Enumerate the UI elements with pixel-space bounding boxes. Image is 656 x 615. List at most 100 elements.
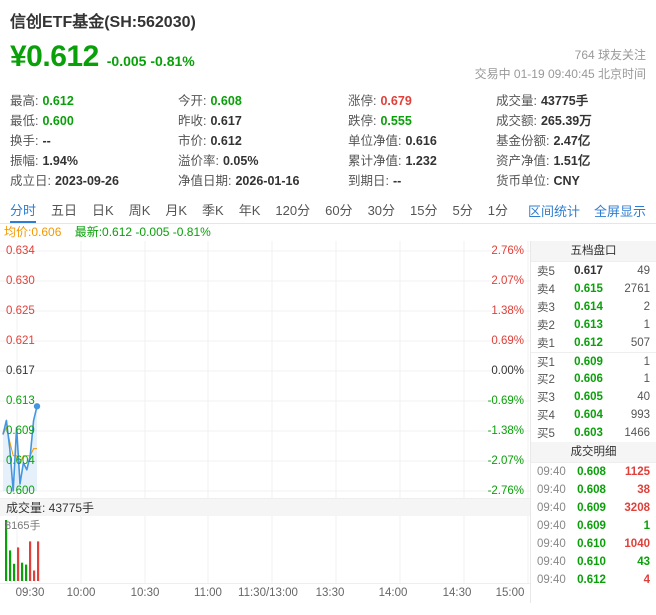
tab-季K[interactable]: 季K: [202, 202, 224, 218]
chart-column: 均价:0.606 最新:0.612 -0.005 -0.81% 0.634 0.6…: [0, 224, 530, 603]
tab-五日[interactable]: 五日: [51, 202, 78, 218]
time-axis-label: 14:30: [442, 587, 472, 600]
order-quantity: 2761: [624, 283, 650, 296]
order-level-label: 卖5: [537, 266, 555, 279]
stat-cell: 到期日: --: [348, 173, 496, 189]
price-chart[interactable]: 0.634 0.630 0.625 0.621 0.617 0.613 0.609 0.604…: [0, 241, 530, 499]
trade-price: 0.608: [577, 484, 606, 497]
tab-5分[interactable]: 5分: [452, 202, 473, 218]
tab-60分[interactable]: 60分: [325, 202, 353, 218]
trade-quantity: 1125: [625, 466, 650, 479]
stats-grid: 最高: 0.612 今开: 0.608 涨停: 0.679 成交量: 43775手 最低: 0.6…: [10, 87, 646, 197]
stat-cell: 溢价率: 0.05%: [178, 153, 348, 169]
volume-bar: [25, 564, 28, 582]
stat-cell: 市价: 0.612: [178, 133, 348, 149]
order-price: 0.609: [574, 355, 603, 368]
order-quantity: 49: [637, 265, 650, 278]
time-axis-label: 10:00: [66, 587, 96, 600]
price-axis-label: 0.609: [6, 425, 35, 438]
tab-120分[interactable]: 120分: [275, 202, 311, 218]
order-book-row[interactable]: 卖1 0.612 507: [531, 334, 656, 352]
order-level-label: 卖3: [537, 302, 555, 315]
stat-label: 振幅:: [10, 154, 39, 169]
quote-header: 信创ETF基金(SH:562030) ¥0.612 -0.005 -0.81% …: [0, 0, 656, 197]
order-price: 0.612: [574, 337, 603, 350]
volume-bar: [5, 520, 8, 582]
order-level-label: 卖4: [537, 284, 555, 297]
trade-quantity: 1: [643, 520, 650, 533]
order-book-row[interactable]: 买3 0.605 40: [531, 388, 656, 406]
order-quantity: 1466: [624, 427, 650, 440]
stat-value: 2023-09-26: [54, 174, 119, 189]
fullscreen-link[interactable]: 全屏显示: [593, 203, 646, 219]
order-book: 卖5 0.617 49 卖4 0.615 2761 卖3 0.614 2 卖2 0.613 1 卖1 0.…: [531, 262, 656, 442]
order-level-label: 买5: [537, 428, 555, 441]
order-book-row[interactable]: 买1 0.609 1: [531, 352, 656, 370]
price-axis-label: 0.604: [6, 455, 35, 468]
trade-time: 09:40: [537, 574, 566, 587]
price-axis-label: 0.613: [6, 395, 35, 408]
time-axis-label: 10:30: [130, 587, 160, 600]
order-book-row[interactable]: 卖5 0.617 49: [531, 262, 656, 280]
stat-value: 2026-01-16: [235, 174, 300, 189]
tab-15分[interactable]: 15分: [410, 202, 438, 218]
tab-bar: 分时 五日 日K 周K 月K 季K 年K 120分 60分 30分 15分 5分 1分 区间统计 全屏显示: [0, 197, 656, 225]
stat-label: 累计净值:: [348, 154, 402, 169]
tab-分时[interactable]: 分时: [10, 197, 37, 224]
volume-bar: [33, 570, 36, 582]
stat-value: 0.608: [210, 94, 242, 109]
stat-cell: 涨停: 0.679: [348, 93, 496, 109]
price-change: -0.005 -0.81%: [106, 53, 195, 69]
price-axis-label: 0.621: [6, 335, 35, 348]
stat-cell: 跌停: 0.555: [348, 113, 496, 129]
tab-30分[interactable]: 30分: [367, 202, 396, 218]
time-axis-label: 11:00: [194, 587, 222, 600]
interval-stats-link[interactable]: 区间统计: [527, 203, 580, 219]
trade-row: 09:40 0.608 38: [531, 481, 656, 499]
percent-axis-label: 1.38%: [491, 305, 524, 318]
order-price: 0.614: [574, 301, 603, 314]
trade-time: 09:40: [537, 556, 566, 569]
stat-value: 0.612: [210, 134, 242, 149]
stat-label: 资产净值:: [496, 154, 550, 169]
time-axis-label: 09:30: [15, 587, 45, 600]
market-status: 交易中 01-19 09:40:45 北京时间: [474, 66, 646, 81]
order-quantity: 1: [643, 355, 650, 368]
stat-value: 1.94%: [42, 154, 78, 169]
stat-label: 今开:: [178, 94, 207, 109]
time-axis-label: 11:30/13:00: [238, 587, 298, 600]
trade-quantity: 38: [637, 484, 650, 497]
trade-time: 09:40: [537, 484, 566, 497]
trade-quantity: 43: [637, 556, 650, 569]
stat-label: 涨停:: [348, 94, 377, 109]
chart-legend: 均价:0.606 最新:0.612 -0.005 -0.81%: [0, 224, 530, 241]
trade-details: 09:40 0.608 1125 09:40 0.608 38 09:40 0.609 3208…: [531, 463, 656, 589]
main-area: 均价:0.606 最新:0.612 -0.005 -0.81% 0.634 0.6…: [0, 224, 656, 604]
stat-label: 最低:: [10, 114, 39, 129]
tab-月K[interactable]: 月K: [165, 202, 188, 218]
stat-label: 换手:: [10, 134, 39, 149]
order-price: 0.603: [574, 427, 603, 440]
order-book-row[interactable]: 卖4 0.615 2761: [531, 280, 656, 298]
stat-cell: 最高: 0.612: [10, 93, 178, 109]
order-book-row[interactable]: 卖3 0.614 2: [531, 298, 656, 316]
order-quantity: 1: [643, 319, 650, 332]
time-axis-label: 14:00: [378, 587, 408, 600]
percent-axis-label: -2.76%: [487, 485, 524, 498]
order-book-row[interactable]: 买4 0.604 993: [531, 406, 656, 424]
stat-cell: 基金份额: 2.47亿: [496, 133, 646, 149]
stat-cell: 昨收: 0.617: [178, 113, 348, 129]
tab-1分[interactable]: 1分: [487, 202, 508, 218]
stat-cell: 累计净值: 1.232: [348, 153, 496, 169]
tab-年K[interactable]: 年K: [238, 202, 261, 218]
tab-日K[interactable]: 日K: [92, 202, 114, 218]
order-book-row[interactable]: 买5 0.603 1466: [531, 424, 656, 442]
stat-value: 0.600: [42, 114, 74, 129]
order-book-row[interactable]: 买2 0.606 1: [531, 370, 656, 388]
percent-axis-label: 0.00%: [491, 365, 524, 378]
volume-chart[interactable]: 8165手: [0, 516, 530, 584]
tab-周K[interactable]: 周K: [128, 202, 151, 218]
stat-value: 265.39万: [540, 114, 592, 129]
trade-price: 0.612: [577, 574, 606, 587]
order-book-row[interactable]: 卖2 0.613 1: [531, 316, 656, 334]
